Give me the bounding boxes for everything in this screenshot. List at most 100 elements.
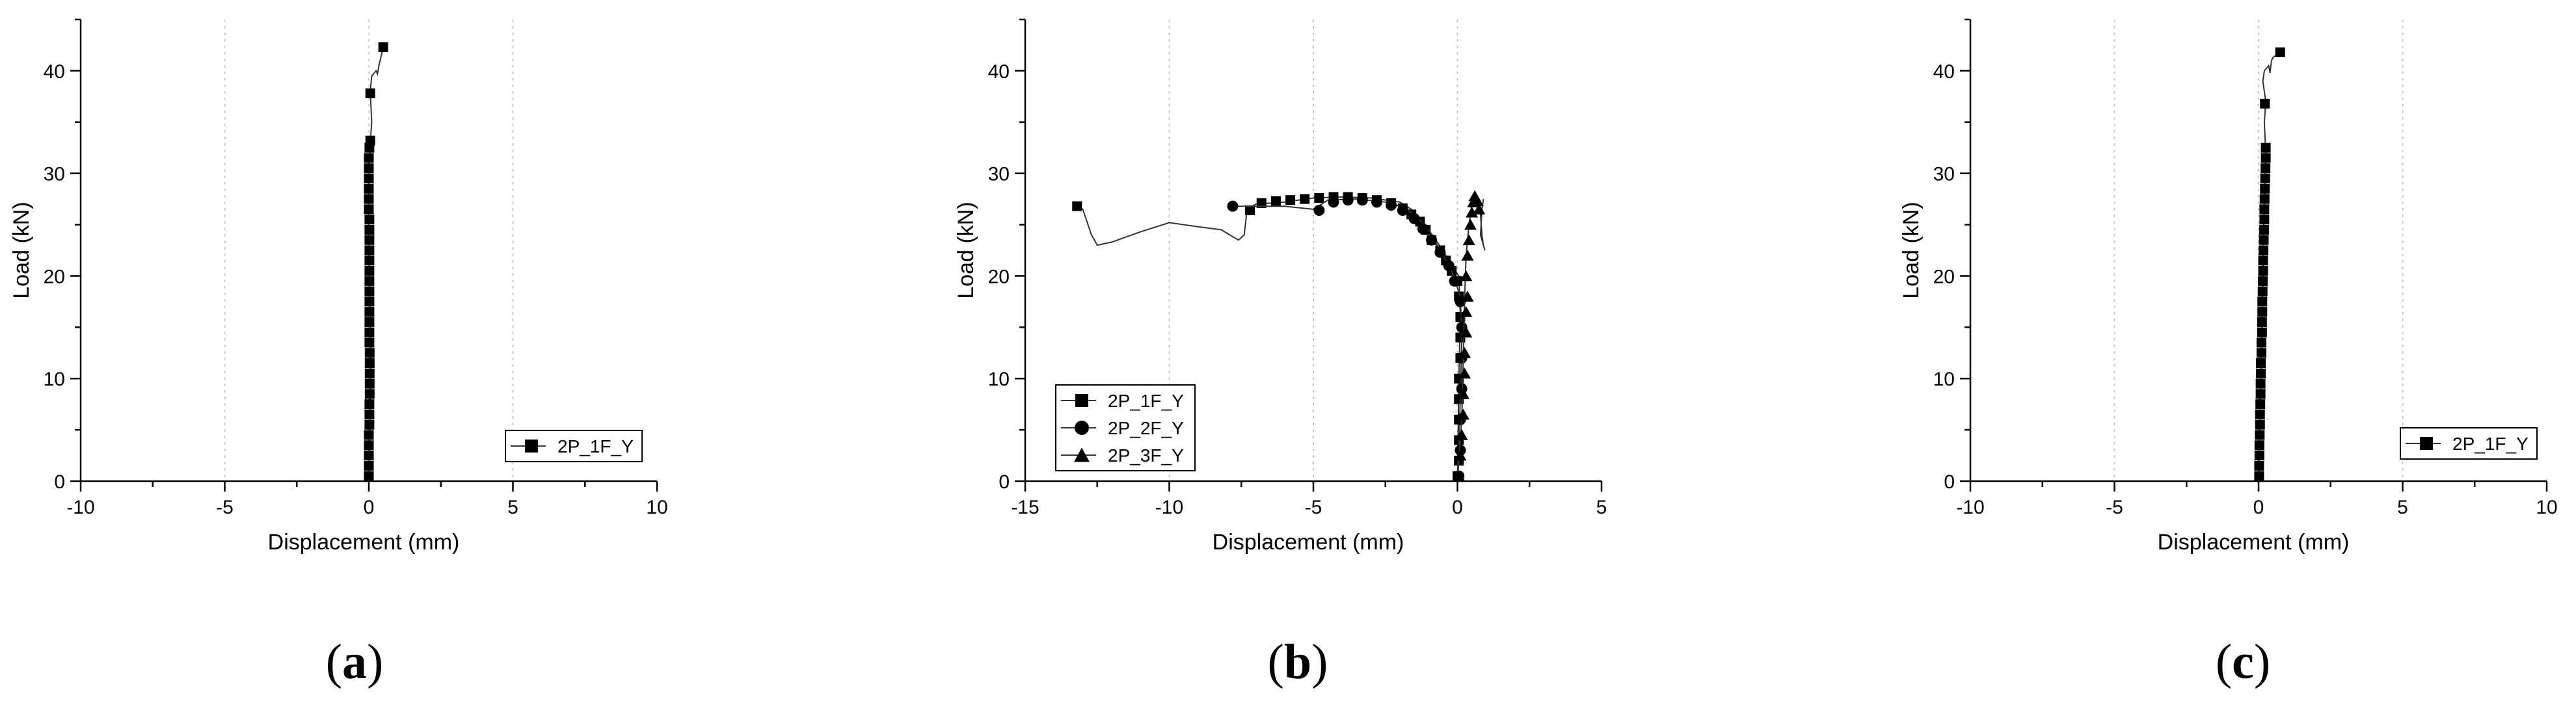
data-point (2260, 183, 2270, 194)
y-tick-label: 0 (999, 471, 1010, 493)
data-point (364, 358, 375, 369)
data-point (1456, 408, 1469, 420)
legend-marker (1074, 447, 1090, 462)
caption-b: (b) (1267, 635, 1328, 689)
data-point (1072, 201, 1082, 211)
data-point (2255, 409, 2265, 419)
data-point (364, 440, 374, 451)
data-point (2255, 378, 2266, 389)
data-point (2256, 348, 2266, 358)
data-point (1460, 270, 1473, 282)
data-point (364, 163, 374, 174)
legend-marker (1075, 421, 1089, 435)
y-tick-label: 20 (44, 266, 65, 287)
y-tick-label: 0 (1944, 471, 1955, 493)
data-point (2259, 224, 2269, 235)
data-point (1464, 218, 1477, 230)
data-point (2254, 440, 2264, 451)
data-point (364, 471, 374, 481)
y-tick-label: 40 (988, 61, 1010, 83)
y-tick-label: 40 (44, 61, 65, 83)
chart-panel-a: -10 -5 0 5 10 0 10 20 30 40 Displacement (mm) Load … (9, 18, 668, 555)
x-tick-label: 10 (646, 497, 667, 518)
data-point (1454, 449, 1467, 461)
data-point (364, 224, 375, 235)
data-point (364, 327, 375, 337)
data-point (2254, 471, 2264, 481)
data-point (1285, 195, 1296, 205)
data-point (2255, 399, 2266, 410)
x-tick-label: 0 (364, 497, 375, 518)
legend-label: 2P_1F_Y (1108, 391, 1184, 411)
data-point (364, 409, 375, 419)
data-point (364, 215, 375, 225)
legend-label: 2P_2F_Y (1108, 418, 1184, 438)
data-point (1460, 306, 1473, 317)
data-point (1328, 196, 1339, 208)
y-tick-label: 10 (1933, 369, 1955, 390)
data-point (364, 296, 375, 307)
x-axis-title: Displacement (mm) (1213, 530, 1404, 555)
data-point (2260, 98, 2270, 109)
data-point (2257, 296, 2268, 307)
y-tick-label: 40 (1933, 61, 1955, 83)
data-point (1453, 470, 1466, 481)
chart-panel-c: -10 -5 0 5 10 0 10 20 30 40 Displacement (mm) Load … (1899, 18, 2558, 555)
data-point (1342, 194, 1354, 206)
data-point (2254, 460, 2264, 471)
data-point (1466, 206, 1479, 218)
data-point (2255, 430, 2265, 440)
y-tick-label: 20 (988, 266, 1010, 287)
data-point (1456, 388, 1469, 399)
data-point (364, 399, 375, 410)
x-tick-label: -5 (2106, 497, 2123, 518)
y-tick-label: 30 (1933, 164, 1955, 185)
data-point (1455, 429, 1468, 440)
data-point (2257, 327, 2267, 337)
data-point (1443, 260, 1455, 272)
x-tick-label: 5 (1596, 497, 1607, 518)
data-point (2261, 142, 2271, 153)
data-point (364, 286, 375, 296)
data-point (2259, 235, 2269, 245)
y-tick-label: 30 (988, 164, 1010, 185)
data-point (1426, 234, 1438, 246)
data-point (1408, 213, 1420, 224)
data-point (364, 348, 375, 358)
y-tick-label: 30 (44, 164, 65, 185)
data-point (1458, 367, 1471, 379)
data-point (364, 256, 375, 266)
x-tick-label: -10 (1155, 497, 1183, 518)
data-point (2256, 358, 2266, 369)
data-point (364, 174, 374, 184)
data-point (364, 276, 375, 286)
data-point (2275, 47, 2285, 57)
x-axis-title: Displacement (mm) (2158, 530, 2350, 555)
y-axis-title: Load (kN) (954, 202, 978, 298)
x-tick-label: 10 (2536, 497, 2557, 518)
data-point (2257, 317, 2267, 327)
data-point (1386, 200, 1397, 211)
caption-c: (c) (2215, 635, 2271, 689)
legend-marker (2420, 437, 2433, 450)
legend-label: 2P_3F_Y (1108, 445, 1184, 466)
data-point (1397, 204, 1408, 216)
data-point (1461, 291, 1474, 302)
data-point (2258, 276, 2268, 286)
data-point (365, 88, 375, 99)
data-point (1313, 204, 1325, 216)
data-point (364, 419, 375, 430)
data-point (364, 245, 375, 256)
data-point (1434, 246, 1446, 258)
y-axis-title: Load (kN) (9, 202, 34, 298)
data-point (1356, 194, 1368, 206)
data-point (1449, 275, 1460, 287)
data-point (1471, 195, 1484, 207)
data-point (364, 460, 374, 471)
data-point (1300, 194, 1310, 204)
data-point (1256, 198, 1267, 208)
legend-label: 2P_1F_Y (2452, 434, 2529, 454)
data-point (1458, 347, 1471, 358)
data-point (2261, 163, 2271, 174)
